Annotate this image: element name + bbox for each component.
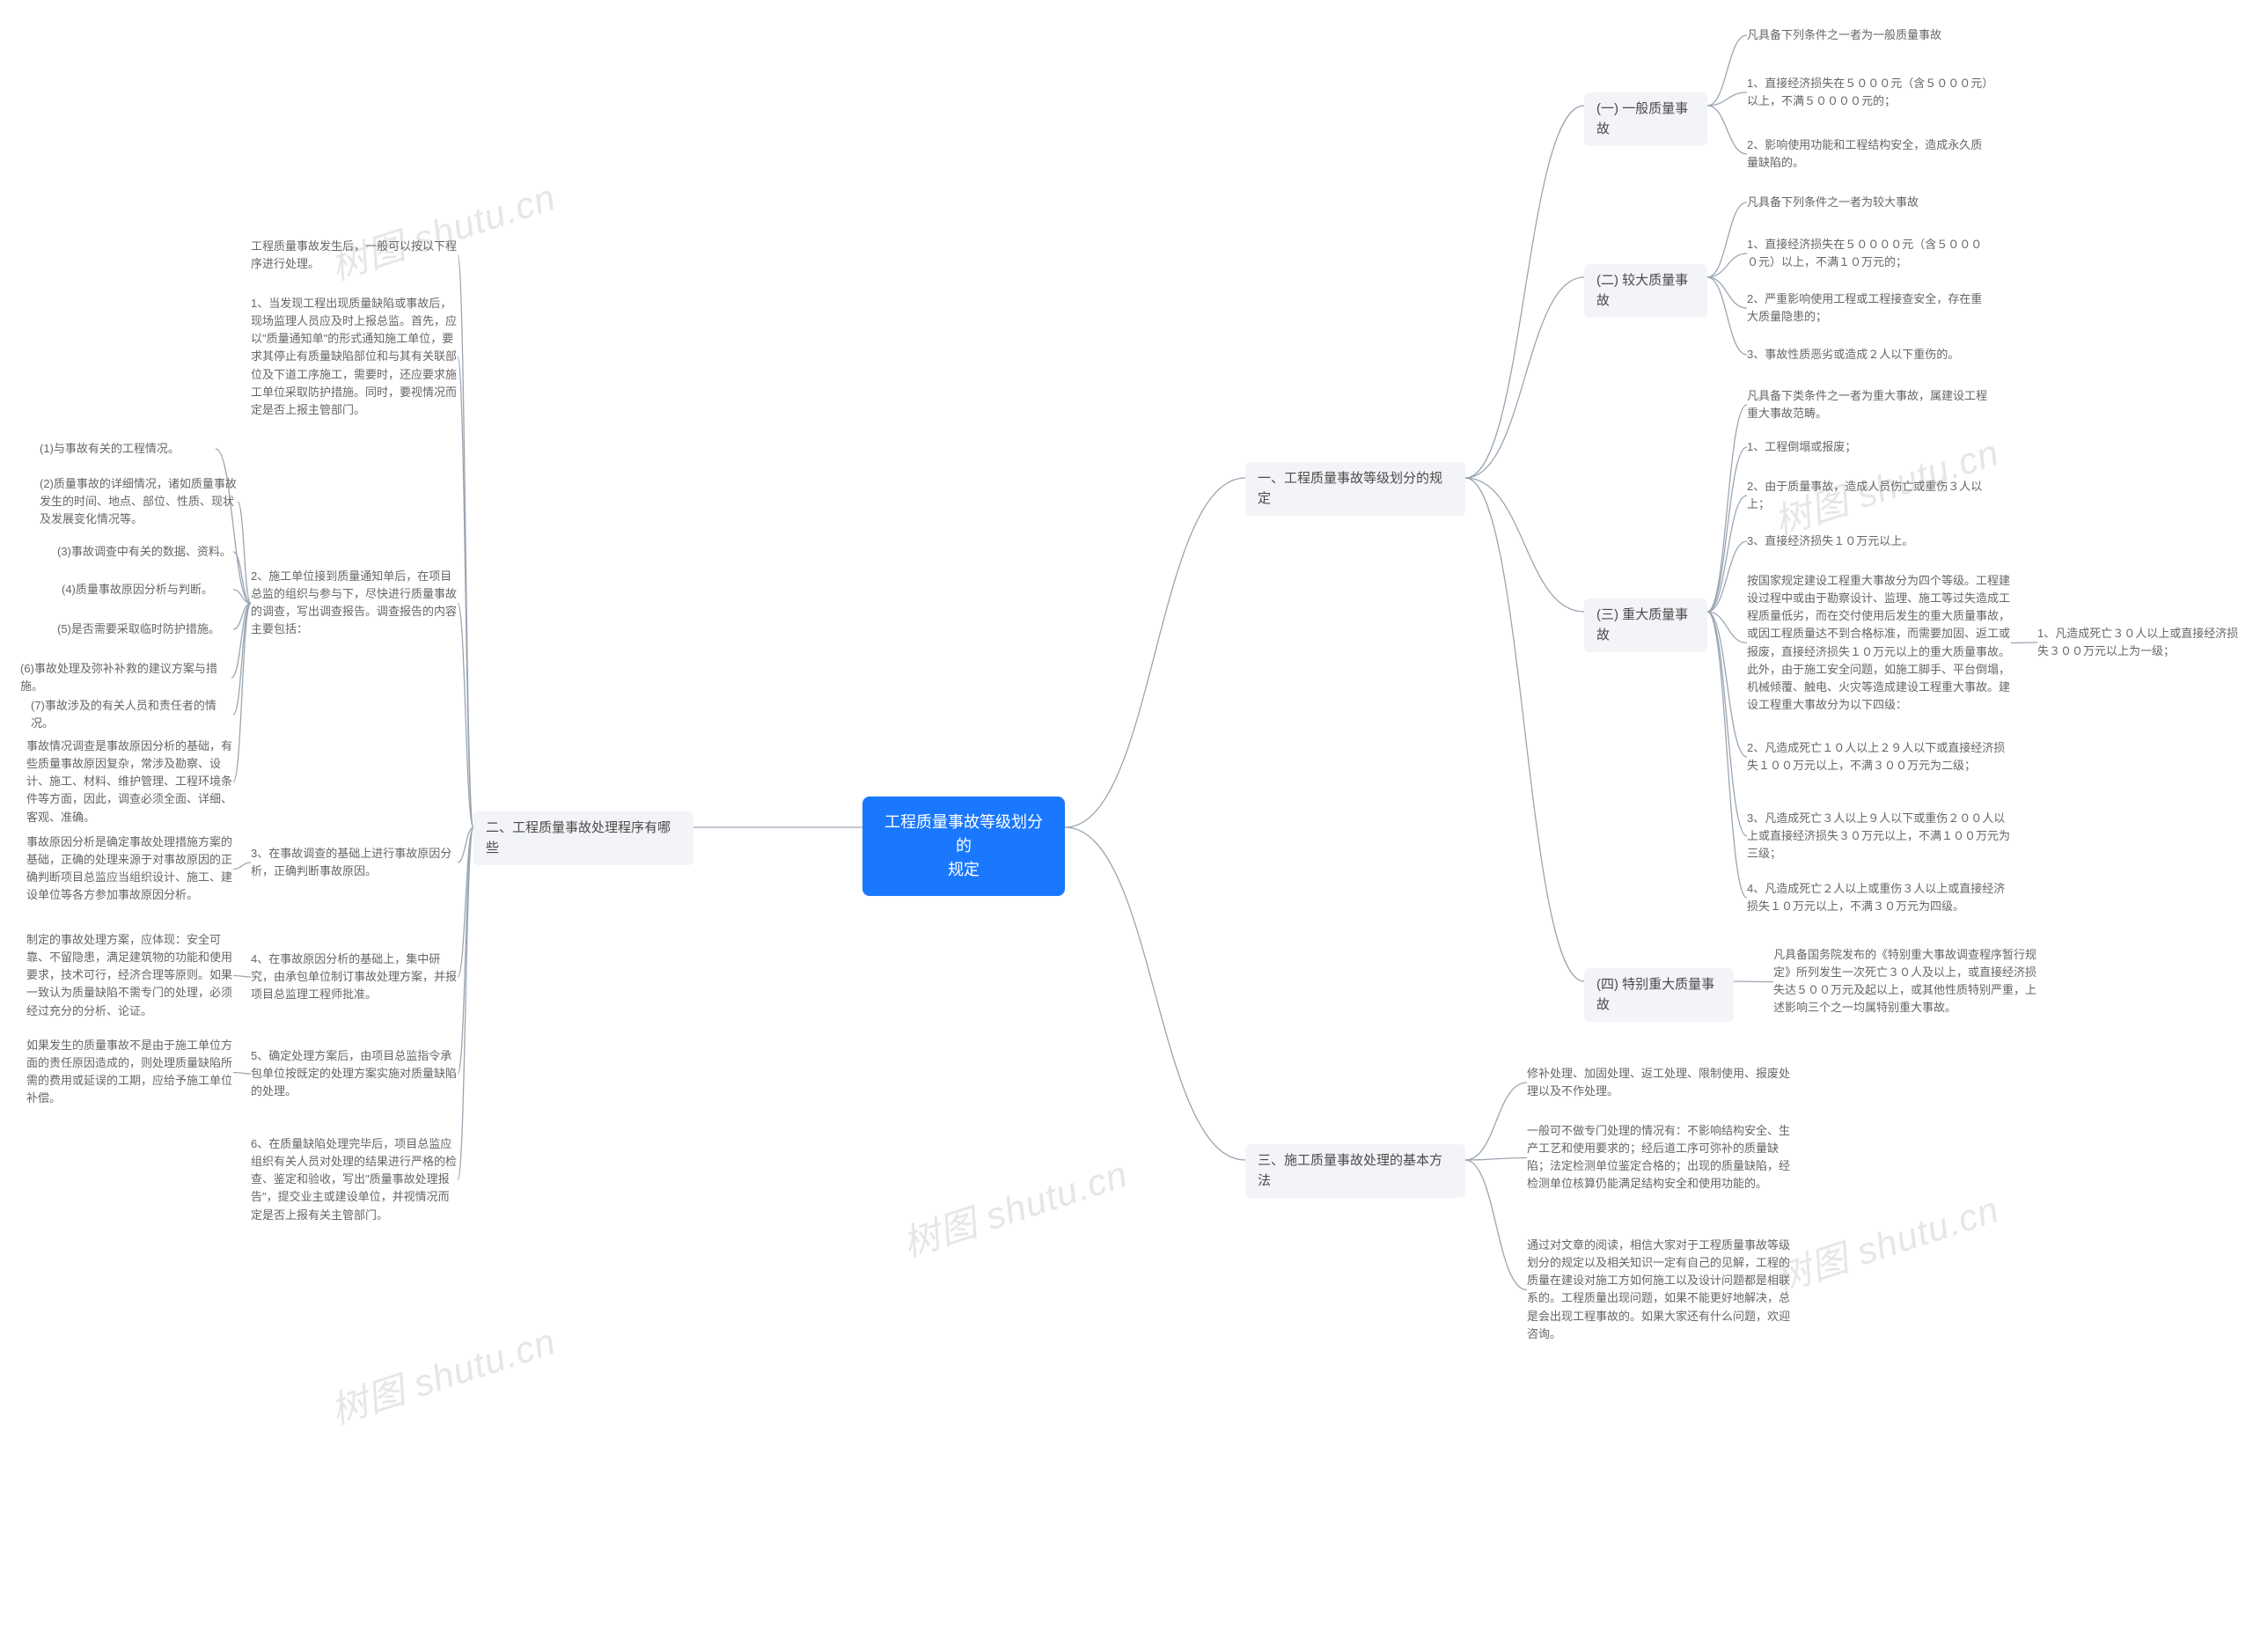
node-l1e: 4、在事故原因分析的基础上，集中研究，由承包单位制订事故处理方案，并报项目总监理…	[251, 951, 458, 1003]
watermark-3: 树图 shutu.cn	[1766, 1179, 2005, 1303]
node-r1b1: 凡具备下列条件之一者为较大事故	[1747, 194, 1993, 211]
node-l1f1: 如果发生的质量事故不是由于施工单位方面的责任原因造成的，则处理质量缺陷所需的费用…	[26, 1037, 233, 1108]
node-r1a1: 凡具备下列条件之一者为一般质量事故	[1747, 26, 1993, 44]
node-l1c5: (5)是否需要采取临时防护措施。	[57, 620, 233, 638]
node-r1d: (四) 特别重大质量事故	[1584, 968, 1734, 1022]
node-r2: 三、施工质量事故处理的基本方法	[1245, 1144, 1465, 1198]
node-l1c3: (3)事故调查中有关的数据、资料。	[57, 543, 233, 561]
node-r1c8: 4、凡造成死亡２人以上或重伤３人以上或直接经济损失１０万元以上，不满３０万元为四…	[1747, 880, 2011, 915]
node-r1a: (一) 一般质量事故	[1584, 92, 1707, 146]
node-l1g: 6、在质量缺陷处理完毕后，项目总监应组织有关人员对处理的结果进行严格的检查、鉴定…	[251, 1135, 458, 1224]
watermark-2: 树图 shutu.cn	[895, 1144, 1134, 1267]
node-r1b2: 1、直接经济损失在５００００元（含５００００元）以上，不满１０万元的；	[1747, 236, 1993, 271]
node-r1c6: 2、凡造成死亡１０人以上２９人以下或直接经济损失１００万元以上，不满３００万元为…	[1747, 739, 2011, 775]
node-r1b3: 2、严重影响使用工程或工程接查安全，存在重大质量隐患的；	[1747, 290, 1993, 326]
node-l1c8: 事故情况调查是事故原因分析的基础，有些质量事故原因复杂，常涉及勘察、设计、施工、…	[26, 738, 233, 826]
node-r2a: 修补处理、加固处理、返工处理、限制使用、报废处理以及不作处理。	[1527, 1065, 1791, 1100]
node-r1c5: 按国家规定建设工程重大事故分为四个等级。工程建设过程中或由于勘察设计、监理、施工…	[1747, 572, 2011, 714]
node-r1c5a: 1、凡造成死亡３０人以上或直接经济损失３００万元以上为一级；	[2037, 625, 2240, 660]
node-l1d: 3、在事故调查的基础上进行事故原因分析，正确判断事故原因。	[251, 845, 458, 880]
node-r1c1: 凡具备下类条件之一者为重大事故，属建设工程重大事故范畴。	[1747, 387, 1993, 422]
node-l1c2: (2)质量事故的详细情况，诸如质量事故发生的时间、地点、部位、性质、现状及发展变…	[40, 475, 238, 528]
node-l1c1: (1)与事故有关的工程情况。	[40, 440, 216, 458]
node-l1d1: 事故原因分析是确定事故处理措施方案的基础，正确的处理来源于对事故原因的正确判断项…	[26, 833, 233, 905]
node-r1c3: 2、由于质量事故，造成人员伤亡或重伤３人以上；	[1747, 478, 1993, 513]
node-r1c: (三) 重大质量事故	[1584, 598, 1707, 652]
node-r1d1: 凡具备国务院发布的《特别重大事故调查程序暂行规定》所列发生一次死亡３０人及以上，…	[1773, 946, 2037, 1017]
node-l1c4: (4)质量事故原因分析与判断。	[62, 581, 233, 598]
node-l1e1: 制定的事故处理方案，应体现：安全可靠、不留隐患，满足建筑物的功能和使用要求，技术…	[26, 931, 233, 1020]
root-node: 工程质量事故等级划分的 规定	[862, 797, 1065, 896]
node-r1: 一、工程质量事故等级划分的规定	[1245, 462, 1465, 516]
node-r1c2: 1、工程倒塌或报废；	[1747, 438, 1993, 456]
node-r1a2: 1、直接经济损失在５０００元（含５０００元）以上，不满５００００元的；	[1747, 75, 1993, 110]
node-l1c: 2、施工单位接到质量通知单后，在项目总监的组织与参与下，尽快进行质量事故的调查，…	[251, 568, 458, 639]
node-r1b4: 3、事故性质恶劣或造成２人以下重伤的。	[1747, 346, 1993, 363]
node-l1c6: (6)事故处理及弥补补救的建议方案与措施。	[20, 660, 231, 695]
node-l1f: 5、确定处理方案后，由项目总监指令承包单位按既定的处理方案实施对质量缺陷的处理。	[251, 1047, 458, 1100]
watermark-4: 树图 shutu.cn	[323, 1311, 561, 1435]
node-l1a: 工程质量事故发生后，一般可以按以下程序进行处理。	[251, 238, 458, 273]
node-r1b: (二) 较大质量事故	[1584, 264, 1707, 318]
node-r1c4: 3、直接经济损失１０万元以上。	[1747, 532, 1993, 550]
node-l1c7: (7)事故涉及的有关人员和责任者的情况。	[31, 697, 233, 732]
node-l1b: 1、当发现工程出现质量缺陷或事故后，现场监理人员应及时上报总监。首先，应以"质量…	[251, 295, 458, 419]
node-r1a3: 2、影响使用功能和工程结构安全，造成永久质量缺陷的。	[1747, 136, 1993, 172]
node-r2c: 通过对文章的阅读，相信大家对于工程质量事故等级划分的规定以及相关知识一定有自己的…	[1527, 1237, 1791, 1343]
node-r1c7: 3、凡造成死亡３人以上９人以下或重伤２００人以上或直接经济损失３０万元以上，不满…	[1747, 810, 2011, 863]
node-r2b: 一般可不做专门处理的情况有：不影响结构安全、生产工艺和使用要求的；经后道工序可弥…	[1527, 1122, 1791, 1193]
node-l1: 二、工程质量事故处理程序有哪些	[473, 811, 694, 865]
